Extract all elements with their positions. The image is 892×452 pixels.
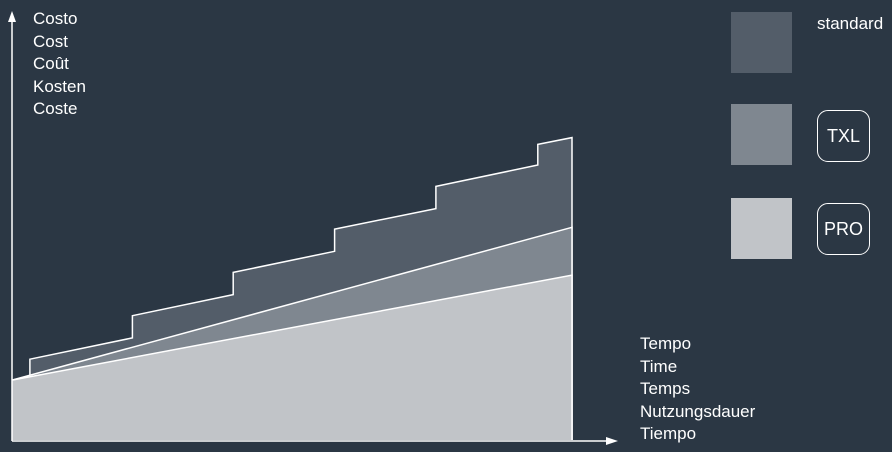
y-axis-label-line: Kosten — [33, 76, 86, 96]
x-axis-label-line: Time — [640, 356, 678, 376]
x-axis-label-line: Temps — [640, 379, 691, 398]
y-axis-label: Costo Cost Coût Kosten Coste — [33, 8, 86, 121]
y-axis-label-line: Costo — [33, 9, 78, 28]
legend-label-txl: TXL — [817, 110, 870, 162]
y-axis-arrow — [8, 11, 16, 22]
x-axis-arrow — [606, 437, 618, 445]
legend-swatch-pro — [731, 198, 792, 259]
x-axis-label-line: Nutzungsdauer — [640, 401, 756, 421]
legend-swatch-txl — [731, 104, 792, 165]
x-axis-label: Tempo Time Temps Nutzungsdauer Tiempo — [640, 333, 755, 446]
line-pro — [11, 274, 573, 440]
x-axis-label-line: Tempo — [640, 334, 692, 353]
line-standard — [12, 136, 573, 440]
y-axis-label-line: Coste — [33, 99, 78, 118]
y-axis-label-line: Cost — [33, 31, 68, 51]
legend-swatch-standard — [731, 12, 792, 73]
area-pro — [12, 275, 572, 440]
legend-label-standard: standard — [817, 14, 884, 33]
legend-label-pro: PRO — [817, 203, 870, 255]
x-axis-label-line: Tiempo — [640, 424, 697, 443]
y-axis-label-line: Coût — [33, 54, 69, 73]
